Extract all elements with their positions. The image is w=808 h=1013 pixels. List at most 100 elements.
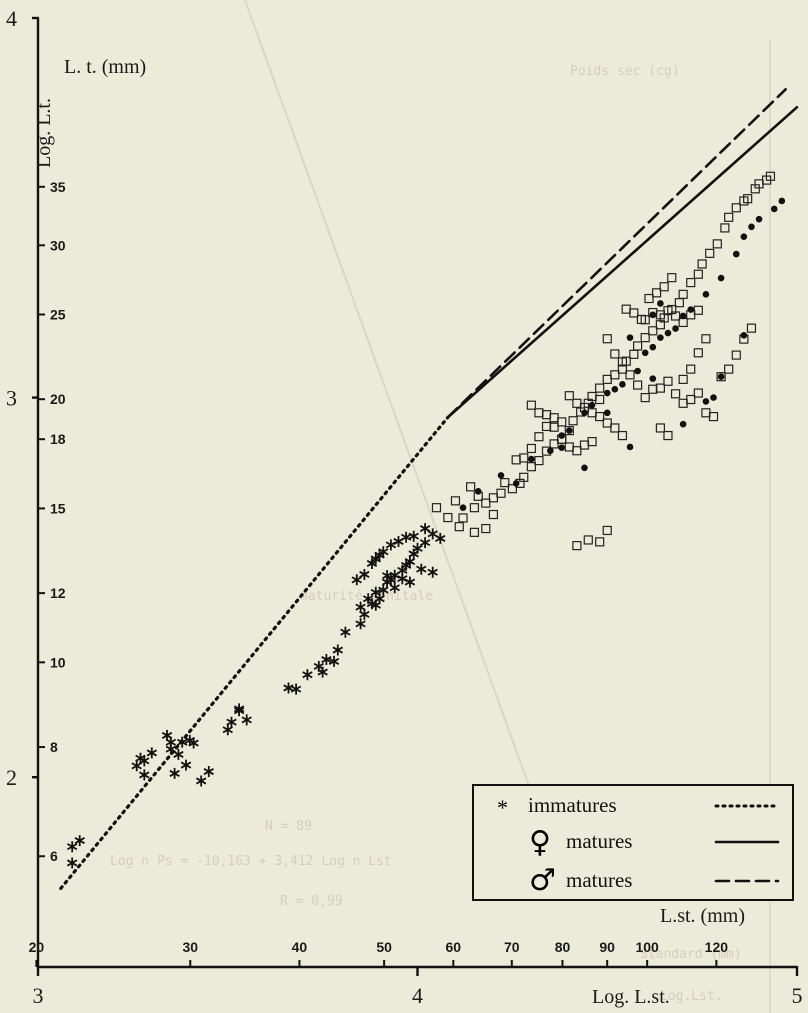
point-square-105: [617, 430, 628, 441]
point-star-25: [290, 683, 302, 695]
point-dot-23: [732, 250, 740, 258]
axis-ticks: [32, 16, 799, 976]
point-star-69: [408, 530, 419, 542]
point-star-2: [66, 857, 78, 869]
point-dot-24: [740, 233, 748, 240]
y-mm-tick-label-9: 35: [50, 179, 66, 195]
point-square-98: [564, 391, 574, 401]
point-square-114: [708, 411, 719, 422]
point-square-65: [640, 393, 650, 403]
point-dot-1: [474, 488, 482, 495]
point-square-57: [678, 317, 688, 328]
point-square-30: [633, 341, 643, 351]
point-square-109: [716, 372, 726, 382]
point-square-68: [663, 376, 673, 386]
point-star-66: [366, 558, 378, 569]
point-square-80: [667, 273, 677, 283]
point-star-20: [241, 714, 252, 726]
x-mm-tick-label-4: 60: [446, 939, 462, 955]
point-star-5: [139, 755, 150, 767]
point-square-92: [534, 432, 544, 442]
point-star-1: [74, 835, 85, 847]
x-mm-tick-label-0: 20: [29, 939, 45, 955]
point-dot-17: [664, 329, 672, 337]
point-star-10: [173, 748, 184, 760]
point-square-71: [686, 364, 696, 374]
point-square-55: [663, 306, 673, 316]
point-star-47: [355, 601, 366, 613]
y-mm-tick-label-7: 25: [50, 307, 66, 323]
point-square-96: [526, 400, 536, 410]
point-square-106: [678, 398, 688, 408]
point-square-125: [488, 493, 498, 503]
y-log-tick-label-0: 2: [6, 765, 17, 790]
point-star-16: [203, 766, 214, 777]
point-square-63: [625, 370, 635, 380]
point-dot-41: [657, 300, 664, 307]
point-star-15: [195, 775, 207, 787]
legend: * immatures ♀ matures ♂ matures: [472, 784, 794, 901]
point-star-38: [378, 584, 389, 596]
point-star-29: [328, 655, 340, 667]
point-square-2: [450, 496, 461, 506]
point-dot-4: [528, 455, 535, 463]
point-square-61: [610, 349, 620, 359]
point-square-38: [686, 277, 696, 288]
ghost-label-2: Log n Ps = -10,163 + 3,412 Log n Lst: [110, 854, 392, 869]
point-dot-2: [497, 472, 505, 479]
fit-line-dotted: [59, 415, 450, 891]
x-mm-tick-label-1: 30: [182, 939, 198, 955]
ghost-label-4: maturité génitale: [300, 589, 433, 604]
point-square-108: [693, 388, 703, 398]
point-dot-18: [672, 325, 679, 332]
point-square-99: [572, 398, 582, 408]
point-dot-3: [512, 480, 520, 487]
point-square-78: [651, 288, 662, 298]
point-square-39: [693, 269, 703, 279]
axis-labels: 2 3 4 3 4 5 6 8 10 12 15 18 20 25 30 35 20 30 40 50 60 70 80 90…: [6, 6, 803, 1008]
point-dot-19: [679, 312, 687, 320]
point-square-113: [746, 323, 757, 333]
point-square-121: [602, 525, 612, 536]
point-square-79: [659, 282, 669, 292]
point-square-64: [633, 380, 643, 390]
point-dot-30: [626, 443, 634, 451]
y-mm-tick-label-3: 12: [50, 585, 66, 601]
x-mm-tick-label-7: 90: [599, 939, 615, 955]
legend-label-immatures: immatures: [528, 793, 617, 817]
fit-lines: [59, 88, 799, 891]
point-square-90: [519, 453, 529, 463]
point-square-104: [610, 423, 620, 433]
point-dot-40: [649, 311, 657, 319]
point-square-5: [469, 503, 480, 513]
point-dot-21: [702, 291, 710, 298]
point-dot-12: [619, 381, 626, 388]
y-mm-tick-label-4: 15: [50, 500, 66, 516]
point-square-86: [579, 440, 590, 450]
point-square-122: [466, 482, 476, 492]
point-star-7: [139, 769, 150, 781]
y-mm-tick-label-8: 30: [50, 237, 66, 253]
point-square-40: [697, 259, 707, 269]
point-star-32: [340, 626, 351, 638]
point-star-51: [389, 582, 400, 594]
point-star-19: [222, 724, 233, 736]
point-square-24: [595, 383, 605, 393]
point-square-74: [621, 304, 631, 314]
point-square-51: [765, 171, 776, 181]
point-dot-16: [657, 334, 664, 341]
x-mm-tick-label-6: 80: [555, 939, 571, 955]
point-square-88: [595, 411, 605, 422]
point-dot-13: [634, 367, 641, 375]
point-dot-39: [626, 334, 634, 341]
point-square-116: [663, 430, 673, 441]
point-dot-6: [558, 432, 566, 439]
point-square-89: [511, 455, 521, 465]
point-square-10: [500, 478, 510, 488]
point-square-56: [670, 311, 681, 321]
point-star-0: [66, 841, 78, 853]
point-star-48: [362, 593, 374, 605]
point-star-49: [370, 586, 381, 598]
point-dot-22: [717, 274, 725, 282]
